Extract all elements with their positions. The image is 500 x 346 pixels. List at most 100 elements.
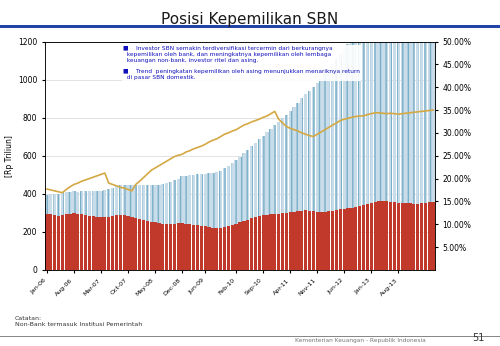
Bar (150, 222, 153, 270)
Bar (354, 33, 358, 207)
Bar (115, 216, 118, 270)
Bar (273, 214, 276, 270)
Bar (300, 98, 304, 211)
Bar (215, 172, 218, 228)
Bar (358, 206, 362, 270)
Bar (254, 143, 257, 217)
Bar (122, 216, 126, 270)
Bar (84, 215, 87, 270)
Bar (64, 192, 68, 214)
Bar (254, 217, 257, 270)
Bar (269, 214, 272, 270)
Bar (420, 17, 423, 203)
Bar (246, 220, 250, 270)
Bar (150, 185, 153, 222)
Bar (420, 203, 423, 270)
Bar (238, 222, 242, 270)
Bar (342, 49, 346, 209)
Bar (358, 27, 362, 206)
Bar (88, 191, 91, 216)
Bar (107, 189, 110, 217)
Bar (53, 215, 56, 270)
Bar (169, 224, 172, 270)
Bar (84, 191, 87, 215)
Bar (188, 175, 192, 224)
Bar (96, 217, 99, 270)
Bar (370, 203, 373, 270)
Bar (400, 7, 404, 203)
Bar (432, 21, 434, 202)
Bar (400, 203, 404, 270)
Bar (208, 227, 211, 270)
Bar (57, 216, 60, 270)
Bar (184, 224, 188, 270)
Bar (204, 227, 207, 270)
Bar (234, 160, 238, 224)
Bar (57, 194, 60, 216)
Bar (284, 213, 288, 270)
Y-axis label: [Rp Triliun]: [Rp Triliun] (5, 135, 14, 177)
Bar (64, 214, 68, 270)
Bar (266, 133, 268, 215)
Bar (393, 2, 396, 202)
Bar (366, 204, 369, 270)
Bar (212, 173, 214, 228)
Bar (192, 175, 196, 225)
Bar (262, 216, 265, 270)
Bar (273, 126, 276, 214)
Bar (142, 220, 145, 270)
Bar (200, 226, 203, 270)
Bar (72, 213, 76, 270)
Bar (408, 11, 412, 203)
Bar (281, 118, 284, 213)
Bar (366, 17, 369, 204)
Bar (126, 216, 130, 270)
Bar (304, 94, 308, 210)
Bar (158, 185, 160, 223)
Bar (130, 217, 134, 270)
Bar (396, 4, 400, 202)
Bar (103, 217, 106, 270)
Bar (130, 185, 134, 217)
Bar (146, 185, 149, 221)
Bar (188, 224, 192, 270)
Bar (72, 191, 76, 213)
Bar (370, 13, 373, 203)
Bar (196, 225, 199, 270)
Bar (396, 202, 400, 270)
Bar (172, 224, 176, 270)
Bar (80, 191, 84, 214)
Bar (92, 191, 95, 216)
Bar (103, 190, 106, 217)
Bar (142, 185, 145, 220)
Bar (316, 212, 319, 270)
Bar (362, 205, 365, 270)
Bar (416, 15, 420, 204)
Bar (126, 185, 130, 216)
Bar (277, 122, 280, 213)
Bar (154, 222, 156, 270)
Bar (304, 210, 308, 270)
Bar (184, 176, 188, 224)
Text: 51: 51 (472, 333, 485, 343)
Bar (428, 202, 431, 270)
Bar (320, 212, 322, 270)
Bar (316, 83, 319, 212)
Bar (76, 214, 80, 270)
Text: ■    Investor SBN semakin terdiversifikasi tercermin dari berkurangnya
  kepemil: ■ Investor SBN semakin terdiversifikasi … (123, 46, 360, 80)
Bar (111, 188, 114, 216)
Bar (288, 111, 292, 212)
Bar (374, 202, 377, 270)
Bar (100, 217, 102, 270)
Bar (134, 185, 138, 218)
Bar (92, 216, 95, 270)
Bar (180, 223, 184, 270)
Bar (146, 221, 149, 270)
Bar (424, 18, 427, 203)
Bar (308, 91, 311, 211)
Bar (219, 228, 222, 270)
Bar (165, 224, 168, 270)
Bar (215, 228, 218, 270)
Bar (335, 59, 338, 210)
Bar (223, 227, 226, 270)
